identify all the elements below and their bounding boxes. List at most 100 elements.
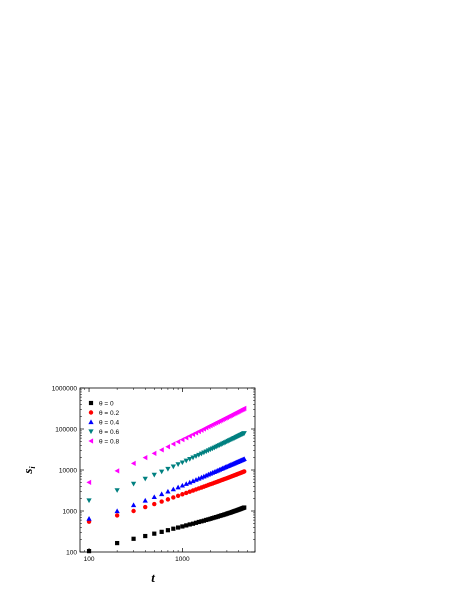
- data-point: [114, 508, 120, 514]
- data-point: [130, 502, 137, 508]
- legend-label: θ = 0.8: [99, 438, 119, 445]
- legend-marker: [88, 438, 94, 444]
- data-point: [115, 540, 120, 546]
- data-point: [193, 477, 199, 482]
- data-point: [165, 444, 171, 450]
- data-point: [131, 508, 136, 514]
- data-point: [170, 464, 176, 470]
- data-point: [159, 447, 164, 453]
- legend-label: θ = 0: [99, 400, 114, 407]
- data-point: [170, 441, 176, 447]
- x-tick-label: 100: [84, 556, 95, 563]
- data-point: [175, 493, 181, 498]
- data-point: [199, 519, 204, 524]
- data-point: [183, 458, 189, 464]
- data-point: [176, 525, 181, 530]
- data-point: [175, 439, 181, 445]
- data-point: [180, 524, 185, 529]
- data-point: [187, 457, 193, 462]
- data-point: [193, 454, 199, 459]
- axis-ticks: 100 1000 10000 100000 1000000 100 1000: [52, 385, 256, 563]
- data-point: [171, 526, 176, 531]
- data-marks: [86, 405, 247, 554]
- legend: θ = 0 θ = 0.2 θ = 0.4 θ = 0.6 θ = 0.8: [88, 400, 119, 445]
- data-point: [175, 484, 181, 490]
- data-point: [152, 531, 157, 536]
- data-point: [159, 529, 164, 534]
- data-point: [152, 501, 157, 507]
- data-point: [183, 481, 189, 486]
- data-point: [159, 491, 165, 497]
- data-point: [165, 528, 171, 533]
- y-tick-label: 10000: [59, 467, 77, 474]
- data-point: [242, 469, 247, 474]
- data-point: [151, 494, 157, 500]
- legend-label: θ = 0.4: [99, 419, 119, 426]
- svg-text:si: si: [20, 466, 37, 475]
- legend-marker: [88, 410, 94, 415]
- data-point: [180, 492, 185, 497]
- data-point: [241, 456, 247, 462]
- data-point: [171, 495, 176, 500]
- series-0: [86, 505, 247, 554]
- data-point: [184, 490, 189, 496]
- data-point: [114, 488, 120, 493]
- data-point: [130, 481, 137, 487]
- data-point: [114, 468, 120, 474]
- data-point: [183, 435, 189, 441]
- y-axis-title: si: [20, 466, 37, 475]
- legend-marker: [88, 419, 94, 425]
- data-point: [179, 437, 185, 443]
- data-point: [142, 497, 148, 503]
- data-point: [151, 450, 157, 456]
- x-tick-label: 1000: [175, 556, 190, 563]
- data-point: [179, 460, 185, 466]
- y-tick-label: 1000: [63, 508, 78, 515]
- data-point: [196, 519, 201, 525]
- data-point: [241, 431, 247, 436]
- series-1: [86, 469, 247, 524]
- y-axis-title-sub: i: [28, 466, 37, 469]
- data-point: [190, 478, 196, 484]
- data-point: [204, 517, 209, 523]
- data-point: [196, 452, 202, 458]
- data-point: [86, 516, 92, 521]
- data-point: [142, 476, 148, 482]
- x-axis-title: t: [151, 570, 155, 585]
- series-2: [86, 456, 247, 521]
- legend-label: θ = 0.6: [99, 429, 119, 436]
- legend-marker: [88, 400, 94, 406]
- data-point: [190, 521, 196, 526]
- data-point: [130, 460, 136, 467]
- data-point: [187, 433, 192, 439]
- data-point: [242, 505, 247, 510]
- data-point: [190, 455, 196, 461]
- data-point: [165, 497, 171, 502]
- data-point: [142, 455, 148, 461]
- data-point: [86, 549, 92, 554]
- data-point: [201, 518, 206, 523]
- data-point: [187, 479, 193, 485]
- data-point: [241, 405, 247, 412]
- legend-marker: [88, 429, 94, 435]
- data-point: [187, 522, 192, 527]
- series-3: [86, 431, 247, 504]
- series-4: [86, 405, 247, 485]
- data-point: [114, 513, 120, 518]
- y-tick-label: 100000: [55, 426, 77, 433]
- y-tick-label: 1000000: [52, 385, 78, 392]
- data-point: [165, 466, 171, 472]
- data-point: [86, 498, 92, 504]
- data-point: [151, 472, 157, 478]
- legend-label: θ = 0.2: [99, 410, 119, 417]
- data-point: [170, 486, 176, 492]
- data-point: [165, 488, 171, 494]
- data-point: [143, 504, 148, 510]
- data-point: [86, 479, 92, 485]
- data-point: [175, 462, 181, 468]
- y-axis-title-main: s: [20, 469, 35, 475]
- data-point: [143, 533, 148, 539]
- data-point: [159, 499, 164, 504]
- y-tick-label: 100: [66, 549, 77, 556]
